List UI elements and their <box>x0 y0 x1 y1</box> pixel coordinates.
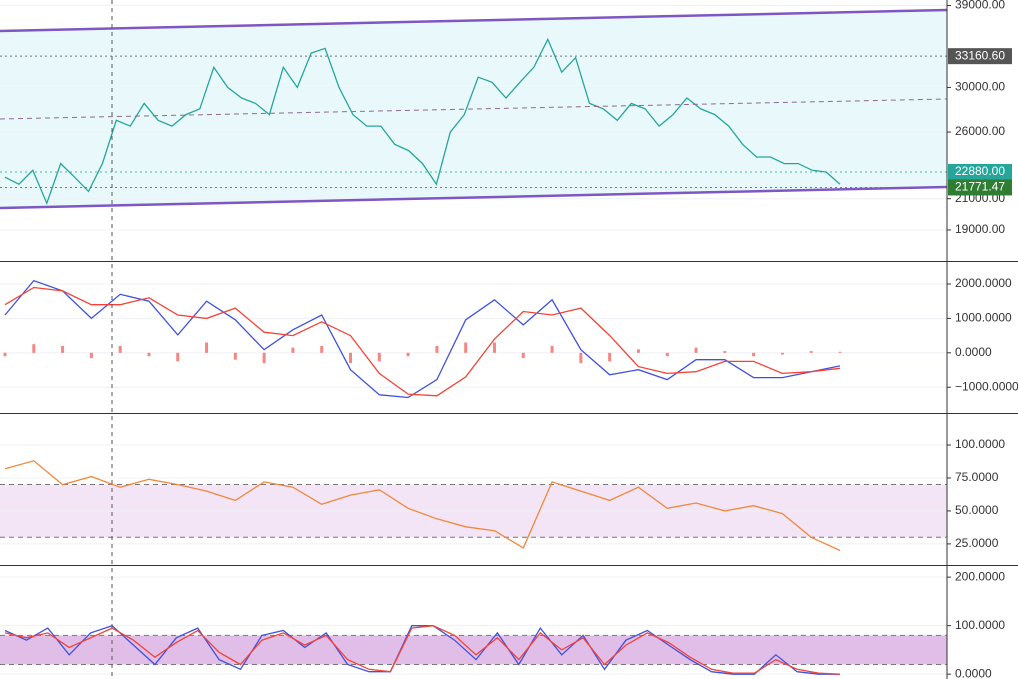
price-label: 33160.60 <box>955 48 1005 62</box>
histogram-bar <box>723 351 727 353</box>
y-tick-label: −1000.0000 <box>955 379 1018 393</box>
channel-fill <box>0 10 947 208</box>
histogram-bar <box>464 342 468 353</box>
histogram-bar <box>61 345 65 353</box>
histogram-bar <box>320 345 324 353</box>
price-label-box <box>948 163 1012 180</box>
price-label: 22880.00 <box>955 164 1005 178</box>
histogram-bar <box>809 351 813 353</box>
histogram-bar <box>665 352 669 357</box>
y-tick-label: 2000.0000 <box>955 276 1012 290</box>
y-tick-label: 25.0000 <box>955 536 999 550</box>
histogram-bar <box>3 352 7 357</box>
histogram-bar <box>780 352 784 355</box>
histogram-bar <box>291 347 295 353</box>
y-tick-label: 0.0000 <box>955 666 992 679</box>
histogram-bar <box>636 349 640 353</box>
y-tick-label: 39000.00 <box>955 0 1005 12</box>
histogram-bar <box>262 352 266 364</box>
histogram-bar <box>579 352 583 364</box>
histogram-bar <box>521 352 525 358</box>
series-line <box>4 279 841 399</box>
histogram-bar <box>406 352 410 357</box>
y-tick-label: 100.0000 <box>955 618 1005 632</box>
histogram-bar <box>233 352 237 360</box>
y-tick-label: 100.0000 <box>955 437 1005 451</box>
price-label-box <box>948 179 1012 196</box>
histogram-bar <box>435 345 439 353</box>
histogram-bar <box>147 352 151 357</box>
histogram-bar <box>349 352 353 364</box>
histogram-bar <box>32 344 36 353</box>
y-tick-label: 50.0000 <box>955 503 999 517</box>
histogram-bar <box>752 352 756 357</box>
channel-upper <box>0 8 947 33</box>
series-line <box>4 460 841 552</box>
band <box>0 635 947 665</box>
histogram-bar <box>550 345 554 353</box>
y-tick-label: 200.0000 <box>955 569 1005 583</box>
y-tick-label: 75.0000 <box>955 470 999 484</box>
histogram-bar <box>377 352 381 362</box>
y-tick-label: 19000.00 <box>955 222 1005 236</box>
price-label: 21771.47 <box>955 180 1005 194</box>
channel-lower <box>0 185 947 210</box>
series-line <box>4 625 841 675</box>
series-line <box>4 624 840 675</box>
y-tick-label: 26000.00 <box>955 124 1005 138</box>
histogram-bar <box>838 351 842 353</box>
channel-lines <box>0 8 947 210</box>
histogram-bar <box>118 345 122 353</box>
histogram-bar <box>694 347 698 353</box>
histogram-bar <box>492 342 496 353</box>
y-tick-label: 30000.00 <box>955 80 1005 94</box>
histogram-bar <box>205 342 209 353</box>
y-tick-label: 1000.0000 <box>955 311 1012 325</box>
series-line <box>4 286 841 397</box>
channel-drawing <box>0 10 947 208</box>
series-line <box>4 37 841 205</box>
y-tick-label: 0.0000 <box>955 345 992 359</box>
histogram-bar <box>89 352 93 358</box>
histogram-bar <box>176 352 180 362</box>
channel-mid <box>0 98 947 120</box>
histogram-bar <box>608 352 612 362</box>
price-label-box <box>948 48 1012 65</box>
